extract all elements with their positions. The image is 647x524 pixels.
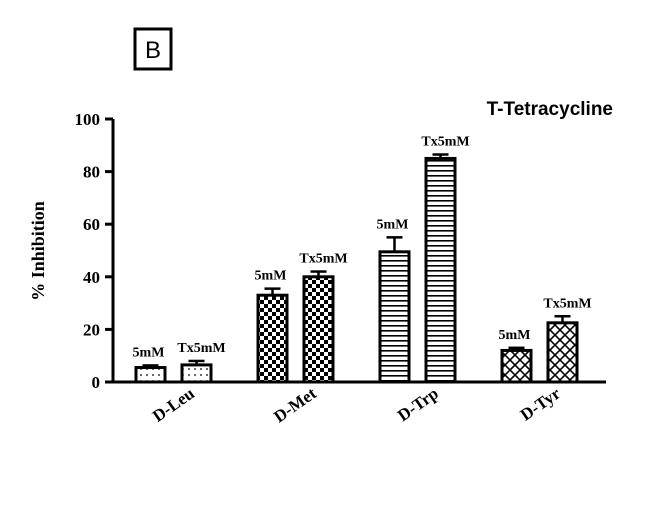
category-label: D-Tyr bbox=[517, 383, 564, 424]
category-labels: D-Leu D-Met D-Trp D-Tyr bbox=[149, 383, 564, 426]
y-tick-label: 20 bbox=[83, 320, 100, 339]
y-tick-label: 0 bbox=[92, 373, 101, 392]
bar-label: Tx5mM bbox=[421, 135, 469, 150]
bar bbox=[500, 348, 533, 384]
bar bbox=[302, 275, 335, 384]
bar bbox=[256, 293, 289, 384]
bar-label: Tx5mM bbox=[543, 296, 591, 311]
bar bbox=[424, 156, 457, 384]
bar-label: 5mM bbox=[133, 345, 165, 360]
bar bbox=[378, 250, 411, 384]
bars bbox=[134, 153, 579, 384]
y-tick-label: 40 bbox=[83, 268, 100, 287]
panel-letter: B bbox=[145, 37, 161, 64]
category-label: D-Met bbox=[270, 384, 320, 427]
bar-label: 5mM bbox=[499, 328, 531, 343]
bar bbox=[546, 321, 579, 384]
y-tick-label: 60 bbox=[83, 215, 100, 234]
panel-label: B bbox=[133, 27, 173, 71]
category-label: D-Trp bbox=[394, 384, 442, 425]
bar-label: 5mM bbox=[377, 217, 409, 232]
bar bbox=[180, 363, 213, 384]
chart-title: T-Tetracycline bbox=[487, 99, 613, 120]
y-axis-title: % Inhibition bbox=[28, 201, 48, 301]
bar-labels: 5mM Tx5mM 5mM Tx5mM 5mM Tx5mM 5mM Tx5mM bbox=[133, 135, 592, 361]
y-axis: 0 20 40 60 80 100 bbox=[75, 110, 115, 392]
bar-label: 5mM bbox=[255, 269, 287, 284]
y-tick-label: 100 bbox=[75, 110, 101, 129]
y-tick-label: 80 bbox=[83, 163, 100, 182]
bar-label: Tx5mM bbox=[177, 341, 225, 356]
bar-label: Tx5mM bbox=[299, 252, 347, 267]
bar bbox=[134, 366, 167, 384]
category-label: D-Leu bbox=[149, 384, 198, 426]
